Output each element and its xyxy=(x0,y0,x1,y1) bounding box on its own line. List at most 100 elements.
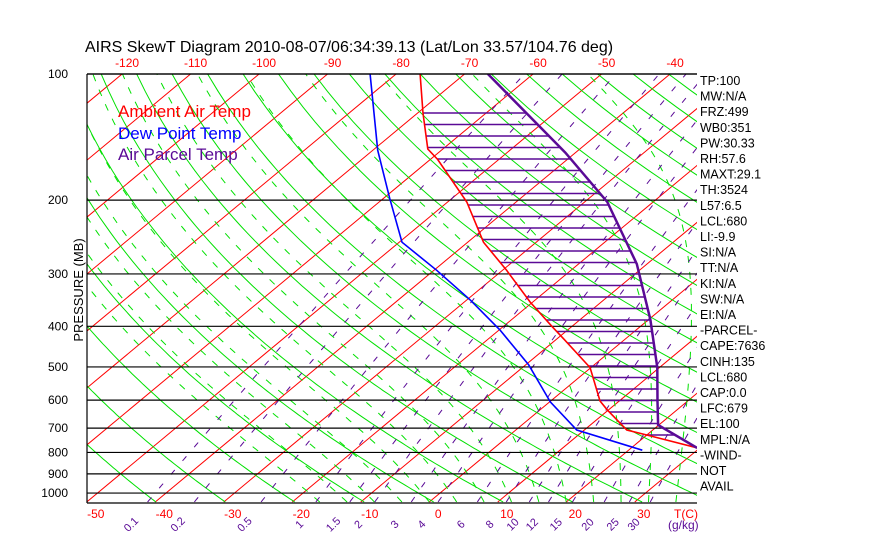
y-axis-label: PRESSURE (MB) xyxy=(71,238,86,341)
moist-adiabat-line xyxy=(758,74,870,502)
dry-adiabat-line xyxy=(136,74,643,503)
mixing-ratio-tick-label: 0.1 xyxy=(122,515,141,534)
index-item: -WIND- xyxy=(700,448,742,462)
index-item: SI:N/A xyxy=(700,246,737,260)
top-temp-tick-label: -60 xyxy=(529,56,547,70)
index-item: NOT xyxy=(700,464,727,478)
dry-adiabat-line xyxy=(278,74,697,403)
index-item: TH:3524 xyxy=(700,183,748,197)
top-temp-tick-label: -50 xyxy=(598,56,616,70)
index-item: L57:6.5 xyxy=(700,199,742,213)
isotherm-line xyxy=(87,74,260,218)
index-item: RH:57.6 xyxy=(700,152,746,166)
index-item: EI:N/A xyxy=(700,308,737,322)
bottom-temp-tick-label: 10 xyxy=(500,507,514,521)
isotherm-line xyxy=(87,74,602,503)
index-item: CAPE:7636 xyxy=(700,339,765,353)
dry-adiabat-line xyxy=(87,123,504,503)
mixing-ratio-line xyxy=(528,248,697,503)
dry-adiabat-line xyxy=(207,74,697,465)
mixing-ratio-tick-label: 3 xyxy=(389,518,402,531)
mixing-ratio-tick-label: 15 xyxy=(548,516,565,533)
dew-point-temp-line xyxy=(369,74,643,451)
isotherm-line xyxy=(223,107,697,503)
dry-adiabat-line xyxy=(0,74,17,502)
mixing-ratio-tick-label: 4 xyxy=(416,518,429,531)
pressure-tick-label: 800 xyxy=(48,445,68,459)
moist-adiabat-line xyxy=(122,74,485,503)
dry-adiabat-line xyxy=(87,196,434,503)
mixing-ratio-line xyxy=(505,221,697,503)
mixing-ratio-line xyxy=(476,189,697,503)
ambient-air-temp-line xyxy=(419,74,697,449)
pressure-tick-label: 900 xyxy=(48,467,68,481)
isotherm-line xyxy=(87,74,191,161)
x-axis-label: T(C) xyxy=(674,507,698,521)
bottom-temp-tick-label: 20 xyxy=(569,507,583,521)
dry-adiabat-line xyxy=(526,74,697,203)
isotherm-line xyxy=(87,74,465,389)
isotherm-line xyxy=(154,74,671,503)
moist-adiabat-line xyxy=(471,74,653,502)
index-item: -PARCEL- xyxy=(700,324,757,338)
moist-adiabat-line xyxy=(87,123,430,503)
top-temp-tick-label: -70 xyxy=(461,56,479,70)
isotherm-line xyxy=(0,74,54,502)
mixing-ratio-tick-label: 12 xyxy=(524,516,541,533)
isotherm-line xyxy=(87,74,397,332)
dry-adiabat-line xyxy=(87,325,295,503)
index-item: CAP:0.0 xyxy=(700,386,747,400)
index-item: PW:30.33 xyxy=(700,136,755,150)
legend: Ambient Air Temp Dew Point Temp Air Parc… xyxy=(118,102,251,164)
index-item: MW:N/A xyxy=(700,90,747,104)
mixing-ratio-line xyxy=(260,74,617,503)
moist-adiabat-line xyxy=(87,174,403,503)
pressure-tick-label: 500 xyxy=(48,360,68,374)
legend-ambient-air-temp: Ambient Air Temp xyxy=(118,102,251,121)
dry-adiabat-line xyxy=(419,74,697,287)
isotherm-line xyxy=(360,221,697,503)
bottom-temp-tick-label: -40 xyxy=(156,507,174,521)
bottom-temp-tick-label: 0 xyxy=(435,507,442,521)
top-temp-tick-label: -90 xyxy=(324,56,342,70)
moist-adiabat-line xyxy=(92,74,458,503)
bottom-temp-tick-label: -20 xyxy=(293,507,311,521)
background-grid xyxy=(0,74,870,503)
isotherm-line xyxy=(497,335,697,503)
pressure-tick-label: 400 xyxy=(48,319,68,333)
mixing-ratio-axis-label: (g/kg) xyxy=(668,518,699,532)
index-item: TT:N/A xyxy=(700,261,739,275)
top-temp-tick-label: -40 xyxy=(666,56,684,70)
mixing-ratio-line xyxy=(194,74,563,503)
index-item: CINH:135 xyxy=(700,355,755,369)
moist-adiabat-line xyxy=(245,74,567,503)
index-item: EL:100 xyxy=(700,417,740,431)
mixing-ratio-line xyxy=(147,74,525,503)
mixing-ratio-line xyxy=(572,303,697,503)
mixing-ratio-line xyxy=(315,74,660,503)
bottom-temp-tick-label: -30 xyxy=(224,507,242,521)
air-parcel-temp-line xyxy=(487,74,697,449)
index-item: AVAIL xyxy=(700,480,734,494)
top-temp-tick-label: -110 xyxy=(184,56,207,70)
isotherm-line xyxy=(291,164,697,503)
dry-adiabat-line xyxy=(87,263,365,503)
dry-adiabat-line xyxy=(810,74,870,502)
mixing-ratio-tick-label: 8 xyxy=(484,518,497,531)
chart-title: AIRS SkewT Diagram 2010-08-07/06:34:39.1… xyxy=(85,39,613,56)
dry-adiabat-line xyxy=(87,385,226,503)
dry-adiabat-line xyxy=(775,74,870,502)
bottom-temp-tick-label: -10 xyxy=(361,507,379,521)
moist-adiabat-line xyxy=(587,74,692,503)
index-item: LI:-9.9 xyxy=(700,230,735,244)
mixing-ratio-line xyxy=(628,383,697,503)
dry-adiabat-line xyxy=(846,74,870,502)
dry-adiabat-line xyxy=(313,74,697,373)
isotherm-line xyxy=(565,392,697,503)
index-item: MAXT:29.1 xyxy=(700,168,761,182)
isotherm-line xyxy=(87,74,534,446)
pressure-tick-label: 600 xyxy=(48,393,68,407)
pressure-tick-label: 100 xyxy=(48,67,68,81)
